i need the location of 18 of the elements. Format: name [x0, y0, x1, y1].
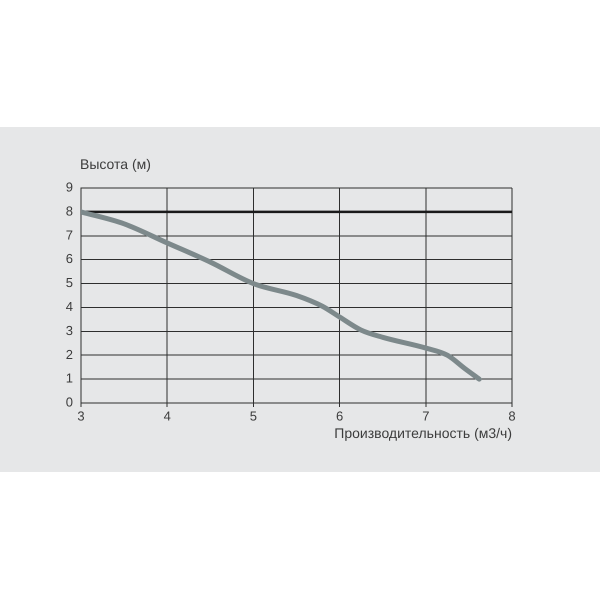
x-tick-label: 7: [422, 408, 430, 424]
x-tick-label: 4: [164, 408, 171, 424]
x-tick-label: 8: [508, 408, 516, 424]
y-axis-title: Высота (м): [80, 156, 151, 172]
y-tick-label: 0: [66, 394, 73, 410]
y-tick-label: 1: [66, 370, 73, 386]
x-tick-label: 5: [250, 408, 258, 424]
x-axis-title: Производительность (м3/ч): [334, 425, 512, 441]
y-tick-label: 2: [66, 346, 73, 362]
y-tick-label: 5: [66, 275, 73, 290]
x-tick-label: 3: [77, 408, 85, 424]
y-tick-label: 7: [66, 227, 73, 242]
y-tick-label: 3: [66, 322, 73, 338]
y-tick-label: 9: [66, 180, 73, 195]
y-tick-label: 8: [66, 203, 73, 218]
y-tick-label: 6: [66, 251, 73, 266]
y-tick-label: 4: [66, 299, 73, 314]
x-tick-label: 6: [336, 408, 344, 424]
